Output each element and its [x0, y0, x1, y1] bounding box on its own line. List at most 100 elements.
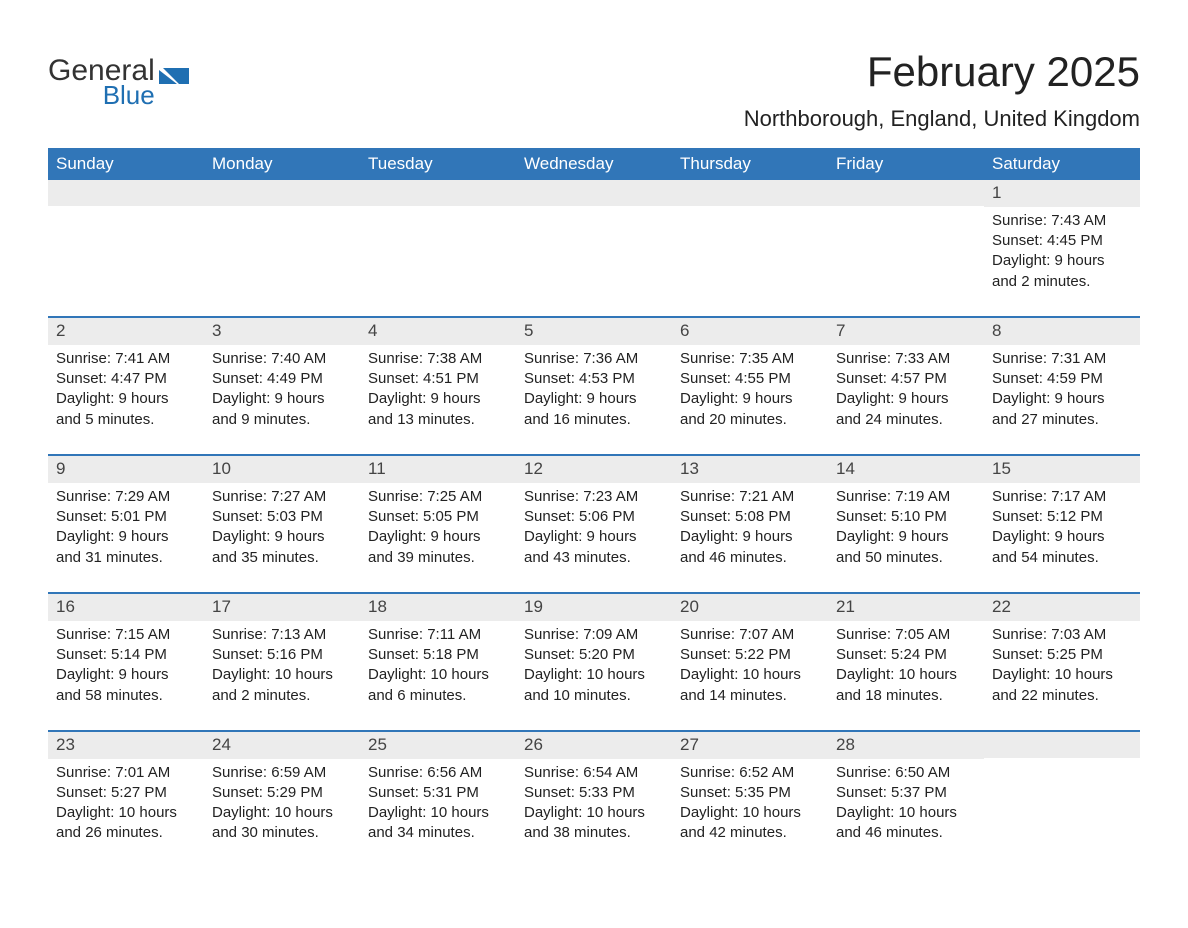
week-row: 16Sunrise: 7:15 AMSunset: 5:14 PMDayligh… — [48, 592, 1140, 730]
day-sunset: Sunset: 5:22 PM — [680, 645, 820, 665]
day-d1: Daylight: 9 hours — [992, 389, 1132, 409]
weekday-header: Tuesday — [360, 148, 516, 180]
day-number: 17 — [204, 594, 360, 621]
day-d1: Daylight: 9 hours — [524, 389, 664, 409]
day-d2: and 43 minutes. — [524, 548, 664, 568]
day-cell: 14Sunrise: 7:19 AMSunset: 5:10 PMDayligh… — [828, 456, 984, 568]
day-sunset: Sunset: 4:49 PM — [212, 369, 352, 389]
day-content: Sunrise: 7:15 AMSunset: 5:14 PMDaylight:… — [48, 621, 204, 706]
day-cell: 2Sunrise: 7:41 AMSunset: 4:47 PMDaylight… — [48, 318, 204, 430]
day-number: 28 — [828, 732, 984, 759]
day-d2: and 5 minutes. — [56, 410, 196, 430]
day-sunset: Sunset: 5:33 PM — [524, 783, 664, 803]
day-d1: Daylight: 9 hours — [992, 527, 1132, 547]
day-content: Sunrise: 7:07 AMSunset: 5:22 PMDaylight:… — [672, 621, 828, 706]
day-cell — [204, 180, 360, 292]
day-number: 8 — [984, 318, 1140, 345]
day-content: Sunrise: 7:21 AMSunset: 5:08 PMDaylight:… — [672, 483, 828, 568]
day-sunset: Sunset: 4:47 PM — [56, 369, 196, 389]
day-d1: Daylight: 9 hours — [680, 389, 820, 409]
day-cell: 19Sunrise: 7:09 AMSunset: 5:20 PMDayligh… — [516, 594, 672, 706]
day-sunrise: Sunrise: 7:40 AM — [212, 349, 352, 369]
day-d2: and 50 minutes. — [836, 548, 976, 568]
day-sunrise: Sunrise: 6:50 AM — [836, 763, 976, 783]
day-content: Sunrise: 7:31 AMSunset: 4:59 PMDaylight:… — [984, 345, 1140, 430]
day-d1: Daylight: 10 hours — [212, 803, 352, 823]
day-cell: 3Sunrise: 7:40 AMSunset: 4:49 PMDaylight… — [204, 318, 360, 430]
day-sunset: Sunset: 5:37 PM — [836, 783, 976, 803]
day-sunrise: Sunrise: 7:21 AM — [680, 487, 820, 507]
day-cell: 5Sunrise: 7:36 AMSunset: 4:53 PMDaylight… — [516, 318, 672, 430]
day-number: 18 — [360, 594, 516, 621]
day-cell: 22Sunrise: 7:03 AMSunset: 5:25 PMDayligh… — [984, 594, 1140, 706]
day-cell: 16Sunrise: 7:15 AMSunset: 5:14 PMDayligh… — [48, 594, 204, 706]
day-sunrise: Sunrise: 7:17 AM — [992, 487, 1132, 507]
day-d1: Daylight: 10 hours — [680, 665, 820, 685]
day-sunset: Sunset: 4:55 PM — [680, 369, 820, 389]
day-sunrise: Sunrise: 7:15 AM — [56, 625, 196, 645]
day-d2: and 34 minutes. — [368, 823, 508, 843]
day-sunrise: Sunrise: 7:09 AM — [524, 625, 664, 645]
day-sunrise: Sunrise: 6:59 AM — [212, 763, 352, 783]
day-d1: Daylight: 9 hours — [56, 665, 196, 685]
day-number: 24 — [204, 732, 360, 759]
day-d2: and 24 minutes. — [836, 410, 976, 430]
day-cell: 27Sunrise: 6:52 AMSunset: 5:35 PMDayligh… — [672, 732, 828, 844]
week-row: 2Sunrise: 7:41 AMSunset: 4:47 PMDaylight… — [48, 316, 1140, 454]
day-sunrise: Sunrise: 7:43 AM — [992, 211, 1132, 231]
day-sunset: Sunset: 4:53 PM — [524, 369, 664, 389]
day-content: Sunrise: 6:59 AMSunset: 5:29 PMDaylight:… — [204, 759, 360, 844]
day-cell: 20Sunrise: 7:07 AMSunset: 5:22 PMDayligh… — [672, 594, 828, 706]
day-content: Sunrise: 6:50 AMSunset: 5:37 PMDaylight:… — [828, 759, 984, 844]
day-cell: 23Sunrise: 7:01 AMSunset: 5:27 PMDayligh… — [48, 732, 204, 844]
day-cell: 9Sunrise: 7:29 AMSunset: 5:01 PMDaylight… — [48, 456, 204, 568]
day-number: 19 — [516, 594, 672, 621]
day-content: Sunrise: 7:11 AMSunset: 5:18 PMDaylight:… — [360, 621, 516, 706]
weekday-header: Sunday — [48, 148, 204, 180]
day-d2: and 42 minutes. — [680, 823, 820, 843]
day-d1: Daylight: 9 hours — [680, 527, 820, 547]
day-content: Sunrise: 7:25 AMSunset: 5:05 PMDaylight:… — [360, 483, 516, 568]
day-sunrise: Sunrise: 7:38 AM — [368, 349, 508, 369]
day-cell: 21Sunrise: 7:05 AMSunset: 5:24 PMDayligh… — [828, 594, 984, 706]
day-d1: Daylight: 9 hours — [56, 389, 196, 409]
day-d2: and 46 minutes. — [836, 823, 976, 843]
day-d1: Daylight: 10 hours — [836, 803, 976, 823]
day-content: Sunrise: 6:56 AMSunset: 5:31 PMDaylight:… — [360, 759, 516, 844]
day-content: Sunrise: 7:03 AMSunset: 5:25 PMDaylight:… — [984, 621, 1140, 706]
week-row: 1Sunrise: 7:43 AMSunset: 4:45 PMDaylight… — [48, 180, 1140, 316]
logo-text: General Blue — [48, 56, 155, 108]
day-sunrise: Sunrise: 7:33 AM — [836, 349, 976, 369]
day-d1: Daylight: 9 hours — [212, 389, 352, 409]
week-row: 23Sunrise: 7:01 AMSunset: 5:27 PMDayligh… — [48, 730, 1140, 868]
day-d1: Daylight: 10 hours — [992, 665, 1132, 685]
day-d2: and 18 minutes. — [836, 686, 976, 706]
day-cell: 15Sunrise: 7:17 AMSunset: 5:12 PMDayligh… — [984, 456, 1140, 568]
day-d2: and 20 minutes. — [680, 410, 820, 430]
day-d1: Daylight: 10 hours — [836, 665, 976, 685]
day-content: Sunrise: 7:40 AMSunset: 4:49 PMDaylight:… — [204, 345, 360, 430]
day-content: Sunrise: 7:23 AMSunset: 5:06 PMDaylight:… — [516, 483, 672, 568]
logo-flag-icon — [159, 62, 189, 84]
day-sunrise: Sunrise: 7:29 AM — [56, 487, 196, 507]
day-sunset: Sunset: 5:27 PM — [56, 783, 196, 803]
day-sunset: Sunset: 5:06 PM — [524, 507, 664, 527]
day-number: 20 — [672, 594, 828, 621]
day-content: Sunrise: 7:38 AMSunset: 4:51 PMDaylight:… — [360, 345, 516, 430]
day-number: 23 — [48, 732, 204, 759]
day-sunrise: Sunrise: 6:54 AM — [524, 763, 664, 783]
day-d2: and 27 minutes. — [992, 410, 1132, 430]
day-content: Sunrise: 7:43 AMSunset: 4:45 PMDaylight:… — [984, 207, 1140, 292]
day-number — [360, 180, 516, 206]
day-number: 22 — [984, 594, 1140, 621]
day-number: 3 — [204, 318, 360, 345]
weekday-header: Monday — [204, 148, 360, 180]
day-sunrise: Sunrise: 7:35 AM — [680, 349, 820, 369]
day-d2: and 30 minutes. — [212, 823, 352, 843]
day-sunset: Sunset: 4:45 PM — [992, 231, 1132, 251]
day-cell: 25Sunrise: 6:56 AMSunset: 5:31 PMDayligh… — [360, 732, 516, 844]
day-content: Sunrise: 7:27 AMSunset: 5:03 PMDaylight:… — [204, 483, 360, 568]
day-sunrise: Sunrise: 7:36 AM — [524, 349, 664, 369]
day-sunset: Sunset: 5:31 PM — [368, 783, 508, 803]
day-content: Sunrise: 7:41 AMSunset: 4:47 PMDaylight:… — [48, 345, 204, 430]
